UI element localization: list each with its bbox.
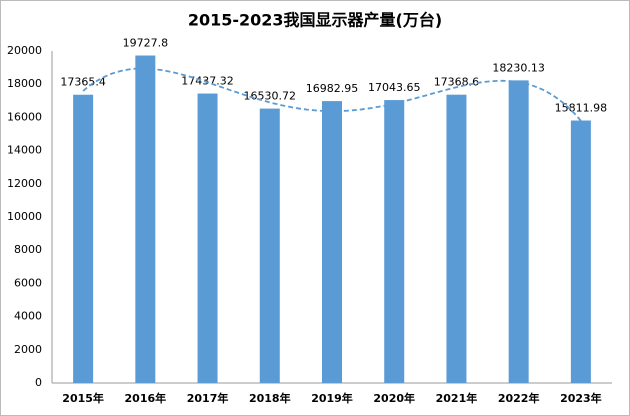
x-tick-label: 2016年: [125, 391, 167, 405]
bar: [73, 94, 94, 383]
y-tick-label: 8000: [14, 243, 42, 256]
y-tick-label: 2000: [14, 343, 42, 356]
x-tick-label: 2022年: [498, 391, 540, 405]
y-tick-label: 6000: [14, 276, 42, 289]
y-tick-label: 14000: [7, 144, 42, 157]
bar: [135, 55, 156, 383]
chart-title: 2015-2023我国显示器产量(万台): [188, 11, 442, 30]
y-tick-label: 20000: [7, 44, 42, 57]
x-tick-label: 2017年: [187, 391, 229, 405]
y-tick-label: 18000: [7, 77, 42, 90]
data-label: 16530.72: [244, 90, 297, 103]
data-label: 15811.98: [555, 102, 608, 115]
y-tick-label: 4000: [14, 310, 42, 323]
bar: [384, 100, 405, 383]
x-tick-label: 2021年: [436, 391, 478, 405]
bar: [508, 80, 529, 383]
data-label: 19727.8: [123, 37, 169, 50]
y-tick-label: 0: [35, 376, 42, 389]
bar: [570, 120, 591, 384]
y-tick-label: 12000: [7, 177, 42, 190]
bar: [322, 101, 342, 383]
data-label: 18230.13: [492, 61, 545, 74]
bar: [197, 93, 218, 383]
y-tick-label: 16000: [7, 110, 42, 123]
data-label: 17365.4: [60, 76, 106, 89]
bar: [259, 108, 280, 383]
data-label: 17437.32: [181, 75, 234, 88]
trendline: [82, 67, 582, 122]
data-label: 16982.95: [306, 82, 359, 95]
x-tick-label: 2020年: [373, 391, 415, 405]
x-tick-label: 2018年: [249, 391, 291, 405]
data-label: 17368.6: [434, 76, 480, 89]
data-label: 17043.65: [368, 81, 421, 94]
x-tick-label: 2023年: [560, 391, 602, 405]
x-tick-label: 2015年: [62, 391, 104, 405]
y-tick-label: 10000: [7, 210, 42, 223]
bar: [446, 94, 467, 383]
x-tick-label: 2019年: [311, 391, 353, 405]
